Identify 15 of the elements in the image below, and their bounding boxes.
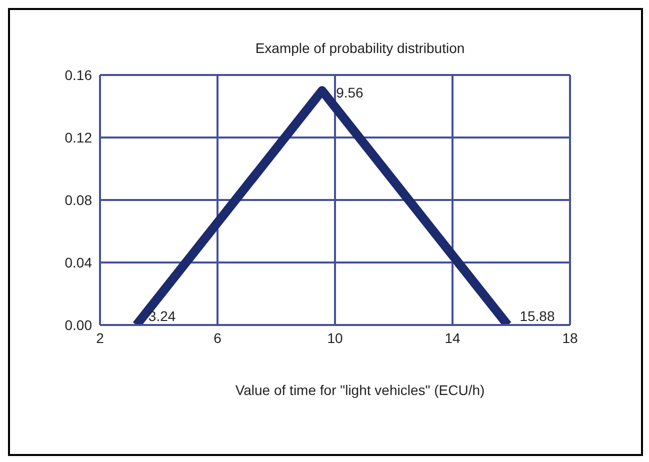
x-tick-label: 18 — [562, 330, 578, 346]
y-tick-label: 0.04 — [64, 254, 92, 270]
y-tick-label: 0.08 — [64, 192, 92, 208]
chart-title: Example of probability distribution — [254, 40, 466, 56]
x-axis-title: Value of time for "light vehicles" (ECU/h) — [234, 382, 486, 398]
annotation: 9.56 — [336, 84, 364, 101]
y-tick-label: 0.12 — [64, 129, 92, 146]
x-tick-label: 10 — [327, 330, 343, 346]
x-tick-label: 14 — [444, 330, 460, 346]
y-tick-label: 0.00 — [64, 316, 92, 333]
x-tick-label: 6 — [214, 330, 222, 346]
annotation: 3.24 — [148, 308, 176, 324]
annotation: 15.88 — [520, 308, 555, 324]
x-tick-label: 2 — [96, 330, 104, 346]
y-tick-label: 0.16 — [64, 66, 92, 83]
